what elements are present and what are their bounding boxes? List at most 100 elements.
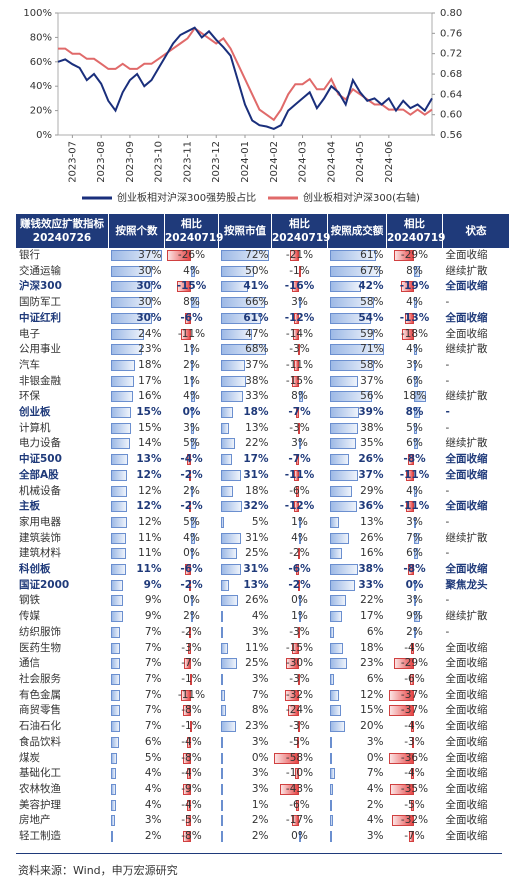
table-cell: 农林牧渔 <box>16 782 109 798</box>
table-cell: 39% <box>328 405 387 421</box>
table-cell: -15% <box>272 641 328 657</box>
table-cell: 11% <box>109 531 165 547</box>
table-cell: 美容护理 <box>16 798 109 814</box>
data-bar <box>183 705 191 717</box>
cell-text: 13% <box>245 421 269 434</box>
data-bar <box>414 438 419 450</box>
data-bar <box>292 375 299 387</box>
data-bar <box>220 454 232 466</box>
y-tick-label: 20% <box>30 106 52 117</box>
data-bar <box>280 783 299 795</box>
table-cell: 30% <box>109 311 165 327</box>
cell-text: 41% <box>243 280 269 293</box>
table-cell: -6% <box>272 484 328 500</box>
cell-text: 全面收缩 <box>445 672 488 685</box>
data-bar <box>298 579 301 591</box>
data-bar <box>189 469 192 481</box>
table-cell: 继续扩散 <box>443 531 510 547</box>
y-tick-label: 40% <box>30 81 52 92</box>
cell-text: 16% <box>360 547 384 560</box>
table-cell: 11% <box>219 641 272 657</box>
table-cell: 47% <box>219 327 272 343</box>
data-bar <box>405 312 414 324</box>
table-cell: 30% <box>109 264 165 280</box>
table-cell: -58% <box>272 751 328 767</box>
table-cell: 2% <box>387 625 443 641</box>
row-label: 机械设备 <box>19 484 61 497</box>
cell-text: - <box>445 594 450 607</box>
header-text: 20240719 <box>165 232 224 244</box>
data-bar <box>220 721 236 733</box>
header-cell: 相比 20240719 <box>271 214 330 248</box>
cell-text: -58% <box>285 751 314 764</box>
data-bar <box>329 359 374 371</box>
cell-text: 全面收缩 <box>445 735 488 748</box>
cell-text: 5% <box>183 515 200 528</box>
cell-text: 全面收缩 <box>445 704 488 717</box>
table-row: 电力设备 14% 5% 22% 3% 35% 6% 继续扩散 <box>16 436 510 452</box>
data-bar <box>187 454 191 466</box>
cell-text: -32% <box>285 688 314 701</box>
table-cell: 2% <box>165 484 219 500</box>
table-row: 建筑装饰 11% 4% 31% 4% 26% 7% 继续扩散 <box>16 531 510 547</box>
data-bar <box>411 736 414 748</box>
x-tick-label: 2023-09 <box>125 141 136 183</box>
data-bar <box>110 626 121 638</box>
table-row: 轻工制造 2% -8% 2% 0% 3% -7% 全面收缩 <box>16 829 510 845</box>
cell-text: 38% <box>358 563 384 576</box>
data-bar <box>408 454 414 466</box>
cell-text: 24% <box>138 327 162 340</box>
data-bar <box>110 485 128 497</box>
data-bar <box>110 815 115 827</box>
cell-text: -10% <box>285 767 314 780</box>
data-bar <box>299 297 301 309</box>
table-cell: 有色金属 <box>16 688 109 704</box>
data-bar <box>329 548 342 560</box>
row-label: 科创板 <box>19 563 51 576</box>
data-bar <box>291 815 299 827</box>
cell-text: -8% <box>403 453 426 466</box>
cell-text: 8% <box>406 264 423 277</box>
data-bar <box>329 736 332 748</box>
cell-text: 全面收缩 <box>445 500 488 513</box>
cell-text: 30% <box>138 264 162 277</box>
cell-text: 全面收缩 <box>445 782 488 795</box>
table-row: 商贸零售 7% -8% 8% -24% 15% -37% 全面收缩 <box>16 703 510 719</box>
table-row: 交通运输 30% 4% 50% -1% 67% 8% 继续扩散 <box>16 264 510 280</box>
cell-text: 3% <box>406 358 423 371</box>
cell-text: 33% <box>245 390 269 403</box>
cell-text: -5% <box>289 735 310 748</box>
table-cell: -6% <box>272 562 328 578</box>
y2-tick-label: 0.60 <box>440 110 462 121</box>
table-cell: -8% <box>387 562 443 578</box>
table-cell: 37% <box>109 248 165 264</box>
data-bar <box>329 564 359 576</box>
table-cell: 3% <box>328 735 387 751</box>
cell-text: - <box>445 515 450 528</box>
y-tick-label: 100% <box>23 8 52 19</box>
table-cell: 37% <box>328 374 387 390</box>
cell-text: - <box>445 358 450 371</box>
table-cell: -8% <box>387 452 443 468</box>
x-tick-label: 2023-08 <box>96 141 107 183</box>
data-bar <box>329 783 333 795</box>
table-cell: 建筑装饰 <box>16 531 109 547</box>
data-bar <box>220 642 228 654</box>
table-cell: 全面收缩 <box>443 829 510 845</box>
table-cell: 家用电器 <box>16 515 109 531</box>
table-cell: 3% <box>272 295 328 311</box>
table-cell: 银行 <box>16 248 109 264</box>
y-tick-label: 0% <box>36 130 52 141</box>
cell-text: 23% <box>360 657 384 670</box>
cell-text: 18% <box>402 390 427 403</box>
x-tick-label: 2024-04 <box>326 141 337 183</box>
data-bar <box>110 689 121 701</box>
cell-text: 39% <box>358 406 384 419</box>
table-cell: 国证2000 <box>16 578 109 594</box>
cell-text: 全面收缩 <box>445 767 488 780</box>
table-cell: -3% <box>272 625 328 641</box>
y2-tick-label: 0.76 <box>440 28 462 39</box>
cell-text: 继续扩散 <box>445 390 488 403</box>
cell-text: -2% <box>180 500 203 513</box>
table-cell: 全面收缩 <box>443 766 510 782</box>
